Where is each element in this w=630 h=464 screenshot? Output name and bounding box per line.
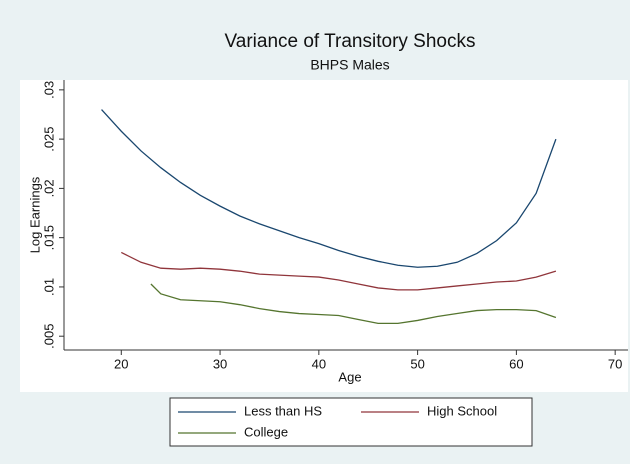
x-tick-label: 20 — [114, 356, 128, 371]
legend-label: College — [244, 424, 288, 439]
plot-region — [20, 80, 628, 392]
x-tick-label: 70 — [608, 356, 622, 371]
series-line — [120, 251, 557, 291]
x-tick-label: 30 — [213, 356, 227, 371]
legend-label: Less than HS — [244, 403, 322, 418]
series-line — [101, 109, 557, 268]
y-tick-label: .025 — [41, 126, 56, 151]
series-line — [150, 283, 557, 325]
x-tick-label: 50 — [410, 356, 424, 371]
x-tick-label: 60 — [509, 356, 523, 371]
y-tick-label: .01 — [41, 278, 56, 296]
y-axis-title: Log Earnings — [27, 176, 42, 253]
y-tick-label: .005 — [41, 324, 56, 349]
legend-box — [169, 397, 533, 447]
y-tick-label: .015 — [41, 225, 56, 250]
chart-title: Variance of Transitory Shocks — [225, 31, 476, 52]
y-tick-label: .02 — [41, 179, 56, 197]
chart-subtitle: BHPS Males — [310, 57, 389, 73]
y-tick-label: .03 — [41, 81, 56, 99]
x-tick-label: 40 — [312, 356, 326, 371]
x-axis-title: Age — [338, 369, 361, 384]
legend-label: High School — [427, 403, 497, 418]
